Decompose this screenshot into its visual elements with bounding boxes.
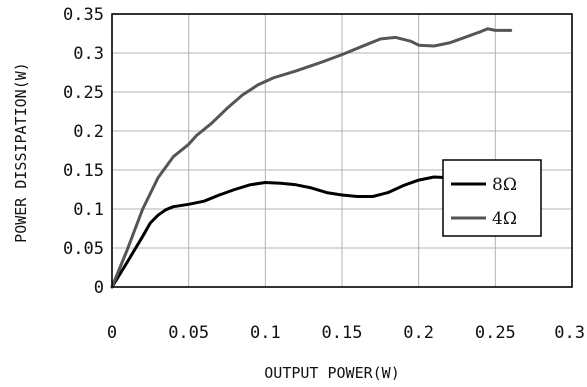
- y-tick-label: 0.05: [63, 239, 104, 259]
- x-tick-label: 0: [107, 323, 117, 343]
- y-tick-label: 0.2: [73, 122, 104, 142]
- x-tick-label: 0.25: [475, 323, 516, 343]
- series-line-8-ohm: [110, 175, 451, 289]
- series-group: [110, 27, 513, 289]
- x-tick-label: 0.3: [554, 323, 585, 343]
- y-axis-title: POWER DISSIPATION(W): [12, 62, 30, 243]
- plot-area-border: [111, 13, 573, 288]
- y-tick-label: 0.3: [73, 44, 104, 64]
- y-tick-label: 0.35: [63, 5, 104, 25]
- legend-label: 4Ω: [492, 209, 517, 229]
- legend-box: [442, 159, 542, 237]
- x-tick-label: 0.15: [322, 323, 363, 343]
- x-tick-label: 0.2: [403, 323, 434, 343]
- x-tick-label: 0.1: [250, 323, 281, 343]
- y-tick-label: 0.25: [63, 83, 104, 103]
- y-tick-label: 0.15: [63, 161, 104, 181]
- x-axis-tick-labels: 0 0.05 0.1 0.15 0.2 0.25 0.3: [107, 323, 585, 343]
- gridlines: [112, 14, 572, 287]
- legend: 8Ω 4Ω: [442, 159, 542, 237]
- y-axis-tick-labels: 0 0.05 0.1 0.15 0.2 0.25 0.3 0.35: [63, 5, 104, 298]
- x-axis-title: OUTPUT POWER(W): [264, 364, 399, 382]
- y-tick-label: 0: [94, 278, 104, 298]
- series-line-4-ohm: [110, 27, 513, 289]
- y-tick-label: 0.1: [73, 200, 104, 220]
- x-tick-label: 0.05: [168, 323, 209, 343]
- legend-label: 8Ω: [492, 175, 517, 195]
